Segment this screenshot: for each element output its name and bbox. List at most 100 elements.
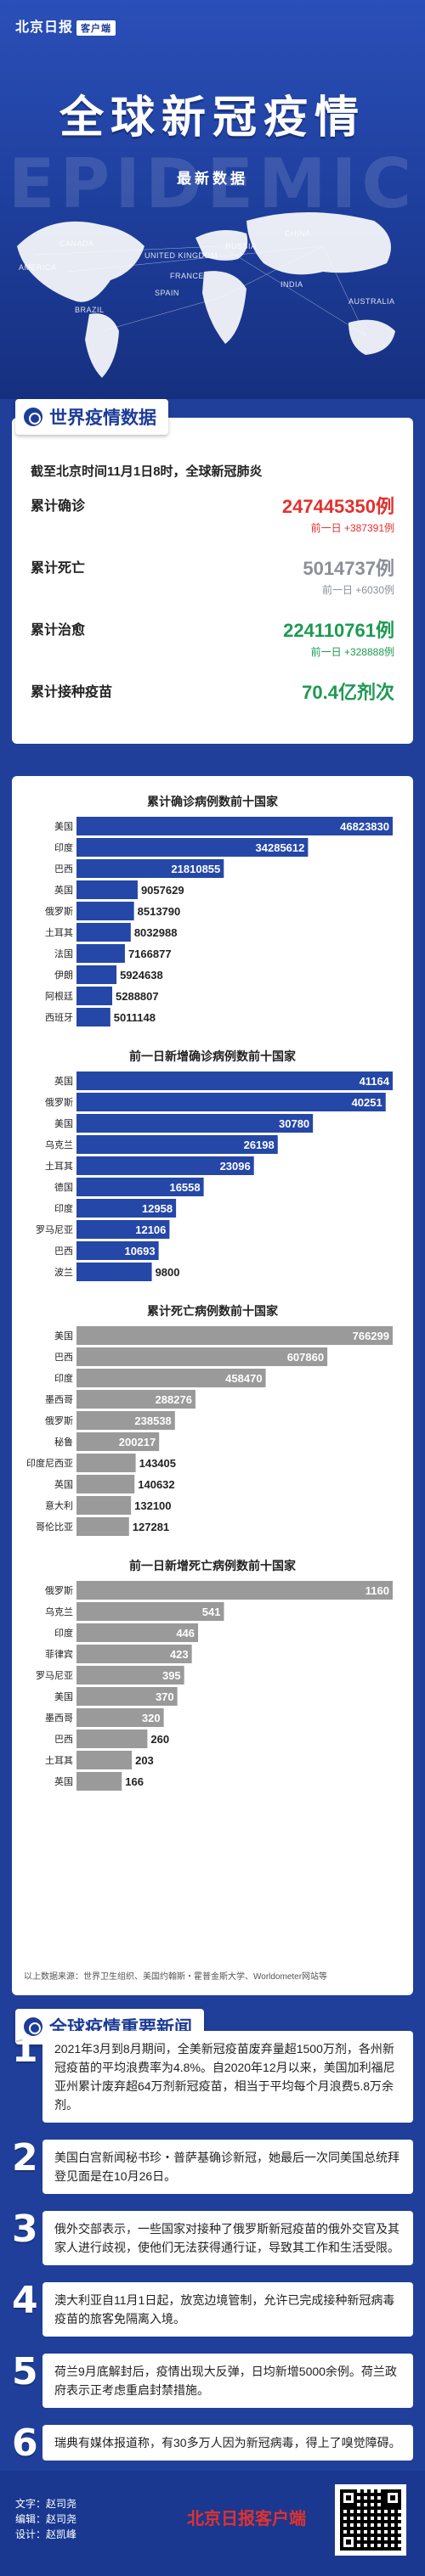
data-label: 40251 (352, 1096, 382, 1109)
stats-headline: 截至北京时间11月1日8时，全球新冠肺炎 (31, 464, 263, 479)
bar (76, 880, 138, 899)
data-label: 238538 (134, 1415, 171, 1427)
bar (76, 1199, 177, 1218)
bar-chart: 累计确诊病例数前十国家 美国 46823830 印度 34285612 巴西 2181085… (24, 793, 401, 1029)
category-label: 土耳其 (45, 1161, 73, 1172)
stat-values: 5014737例 前一日 +6030例 (303, 554, 394, 597)
category-label: 波兰 (54, 1267, 73, 1278)
data-label: 1160 (366, 1584, 389, 1597)
category-label: 印度 (54, 841, 73, 853)
category-label: 意大利 (45, 1499, 73, 1511)
category-label: 西班牙 (45, 1012, 73, 1023)
category-label: 法国 (54, 948, 73, 959)
data-label: 203 (135, 1754, 154, 1767)
category-label: 巴西 (54, 1353, 73, 1363)
charts-container: 累计确诊病例数前十国家 美国 46823830 印度 34285612 巴西 2181085… (24, 793, 401, 1793)
data-label: 7166877 (128, 948, 172, 960)
bar (76, 1135, 278, 1154)
chart-title: 累计确诊病例数前十国家 (147, 795, 278, 808)
category-label: 罗马尼亚 (36, 1670, 73, 1681)
category-label: 墨西哥 (45, 1713, 73, 1724)
bar (76, 1156, 254, 1175)
stat-value: 5014737例 (303, 558, 394, 579)
data-label: 458470 (225, 1372, 262, 1385)
map-label: UNITED KINGDOM (144, 251, 218, 260)
page-title: 全球新冠疫情 (59, 93, 366, 143)
data-label: 12958 (142, 1202, 173, 1215)
category-label: 美国 (54, 821, 73, 832)
bar (76, 1263, 152, 1281)
data-label: 200217 (119, 1436, 156, 1448)
chart-plot: 俄罗斯 1160 乌克兰 541 印度 446 菲律宾 423 罗马尼亚 395 美国 370 墨西哥 3… (36, 1581, 393, 1791)
bar (76, 1475, 135, 1493)
category-label: 秘鲁 (54, 1436, 73, 1448)
data-label: 9800 (156, 1266, 180, 1279)
bar-chart: 累计死亡病例数前十国家 美国 766299 巴西 607860 印度 458470 墨西哥 28… (24, 1302, 401, 1538)
bar (76, 1772, 122, 1791)
bar (76, 1581, 393, 1600)
brand-logo: 北京日报 客户端 (15, 15, 116, 36)
stat-label: 累计死亡 (31, 561, 86, 576)
credit-design: 设计：赵凯峰 (15, 2528, 77, 2540)
data-label: 143405 (139, 1457, 176, 1470)
data-label: 288276 (156, 1393, 192, 1406)
news-number: 6 (12, 2421, 38, 2465)
stat-row: 累计死亡 5014737例 前一日 +6030例 (31, 554, 394, 597)
bar (76, 944, 125, 963)
stat-row: 累计接种疫苗 70.4亿剂次 (31, 678, 394, 706)
data-label: 166 (125, 1775, 144, 1788)
category-label: 美国 (54, 1691, 73, 1702)
map-label: RUSSIA (225, 242, 257, 250)
news-text: 美国白宫新闻秘书珍・普萨基确诊新冠，她最后一次同美国总统拜登见面是在10月26日… (42, 2140, 413, 2194)
stat-value: 224110761例 (283, 620, 394, 641)
data-label: 446 (176, 1627, 195, 1640)
chart-plot: 英国 41164 俄罗斯 40251 美国 30780 乌克兰 26198 土耳其 23096 德国… (36, 1071, 393, 1281)
news-number: 4 (12, 2279, 38, 2322)
bar (76, 1666, 184, 1685)
data-label: 132100 (134, 1499, 171, 1512)
category-label: 哥伦比亚 (36, 1521, 73, 1533)
chart-title: 前一日新增死亡病例数前十国家 (129, 1559, 296, 1572)
data-label: 46823830 (340, 820, 389, 833)
data-label: 5288807 (116, 990, 159, 1003)
bar (76, 838, 309, 857)
news-text: 俄外交部表示，一些国家对接种了俄罗斯新冠疫苗的俄外交官及其家人进行歧视，使他们无… (42, 2211, 413, 2265)
category-label: 乌克兰 (45, 1606, 73, 1617)
data-label: 370 (156, 1690, 174, 1703)
stat-label: 累计接种疫苗 (31, 685, 113, 700)
category-label: 罗马尼亚 (36, 1224, 73, 1235)
category-label: 阿根廷 (45, 990, 73, 1002)
brand-name: 北京日报 (15, 20, 74, 35)
data-label: 5011148 (114, 1011, 156, 1024)
bar (76, 1708, 164, 1727)
category-label: 美国 (54, 1118, 73, 1129)
category-label: 印度 (54, 1372, 73, 1384)
category-label: 巴西 (54, 1246, 73, 1257)
data-label: 140632 (138, 1478, 174, 1491)
category-label: 土耳其 (45, 1755, 73, 1766)
category-label: 印度尼西亚 (26, 1457, 73, 1469)
bar (76, 1326, 393, 1345)
bar (76, 1602, 224, 1621)
footer-brand-logo: 北京日报客户端 (187, 2510, 306, 2528)
hero-banner: 北京日报 客户端 EPIDEMIC 全球新冠疫情 最新数据 CANADA AMER… (0, 0, 425, 399)
stat-values: 247445350例 前一日 +387391例 (282, 492, 394, 535)
bar (76, 1454, 136, 1472)
category-label: 英国 (54, 1478, 73, 1490)
qr-code[interactable] (335, 2484, 406, 2556)
data-label: 8032988 (134, 926, 178, 939)
brand-tag: 客户端 (76, 20, 116, 36)
chart-plot: 美国 46823830 印度 34285612 巴西 21810855 英国 9057629 俄… (45, 817, 393, 1026)
bar (76, 1390, 196, 1409)
bar (76, 1496, 132, 1515)
category-label: 菲律宾 (45, 1648, 73, 1660)
map-label: FRANCE (170, 272, 205, 280)
news-text: 荷兰9月底解封后，疫情出现大反弹，日均新增5000余例。荷兰政府表示正考虑重启封… (42, 2354, 413, 2408)
news-text: 澳大利亚自11月1日起，放宽边境管制，允许已完成接种新冠病毒疫苗的旅客免隔离入境… (42, 2282, 413, 2337)
news-number: 2 (12, 2136, 38, 2179)
footer: 文字：赵司尧 编辑：赵司尧 设计：赵凯峰 北京日报客户端 (0, 2471, 425, 2576)
category-label: 英国 (54, 1775, 73, 1787)
bar-chart: 前一日新增确诊病例数前十国家 英国 41164 俄罗斯 40251 美国 30780 乌克兰 2… (24, 1048, 401, 1284)
bar (76, 1093, 386, 1111)
